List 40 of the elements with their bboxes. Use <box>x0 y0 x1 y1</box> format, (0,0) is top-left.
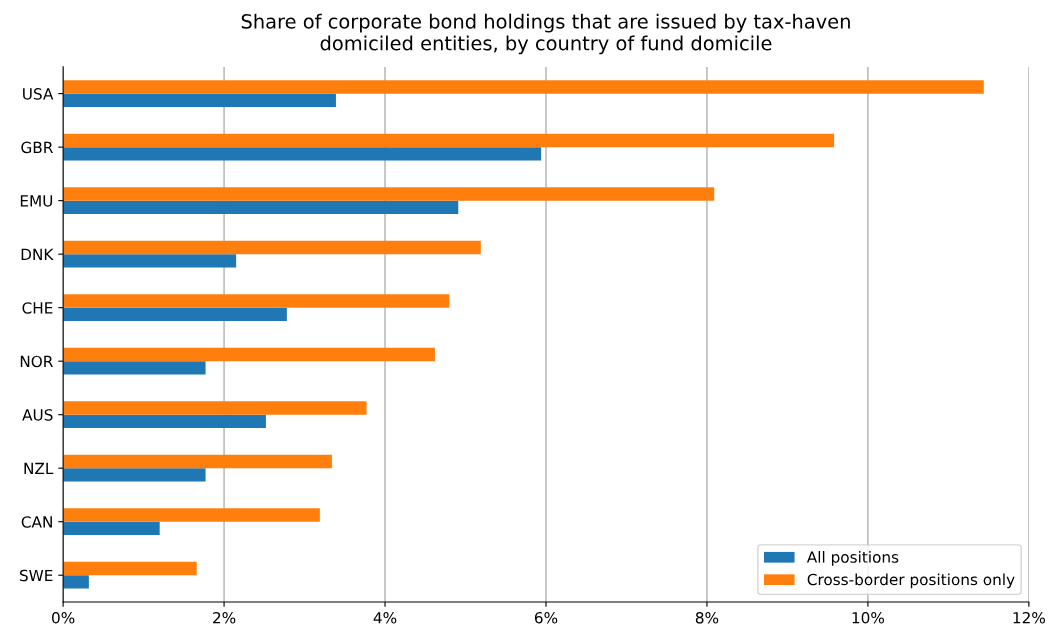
x-tick-label: 2% <box>213 611 236 624</box>
y-tick-label: AUS <box>22 409 53 421</box>
legend-label: All positions <box>806 551 899 566</box>
bar <box>63 240 481 255</box>
bar <box>63 307 287 322</box>
bar <box>63 93 336 108</box>
bar <box>63 521 160 536</box>
y-tick-label: DNK <box>21 248 54 260</box>
bar <box>63 454 332 469</box>
bar <box>63 468 206 482</box>
y-tick-label: GBR <box>21 141 53 154</box>
bar <box>63 347 435 362</box>
chart-title: Share of corporate bond holdings that are issued by tax-haven domiciled entities, by country of fund domicile <box>241 13 850 55</box>
x-tick-label: 0% <box>52 611 75 624</box>
bar <box>63 414 266 429</box>
bar <box>63 254 237 268</box>
bar <box>63 294 450 308</box>
y-tick-label: USA <box>23 88 54 100</box>
x-tick-label: 8% <box>695 611 719 624</box>
bar <box>63 133 835 148</box>
y-tick-label: NZL <box>24 462 54 474</box>
bar <box>63 508 320 522</box>
bar <box>63 147 542 161</box>
y-tick-label: EMU <box>20 195 53 207</box>
bar <box>63 401 367 415</box>
bar <box>63 80 984 94</box>
y-tick-label: NOR <box>20 355 53 368</box>
bar <box>63 200 459 215</box>
y-tick-label: CAN <box>21 516 52 528</box>
bar <box>63 361 206 375</box>
y-tick-label: SWE <box>19 569 53 582</box>
x-tick-label: 4% <box>373 611 397 624</box>
x-tick-label: 10% <box>852 611 885 624</box>
y-tick-label: CHE <box>22 302 53 314</box>
legend-label: Cross-border positions only <box>807 573 1015 589</box>
bar <box>63 187 715 201</box>
x-tick-label: 12% <box>1013 611 1045 624</box>
x-tick-label: 6% <box>534 611 558 624</box>
bar <box>63 561 197 576</box>
bar <box>63 575 89 589</box>
